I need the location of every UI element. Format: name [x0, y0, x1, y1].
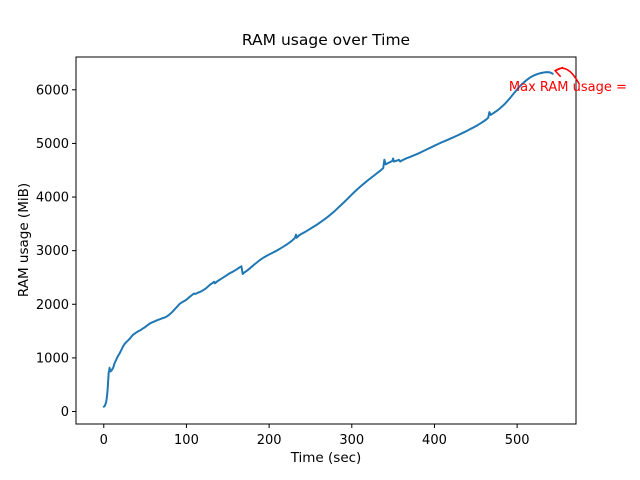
plot-border — [75, 56, 577, 425]
x-tick-label: 0 — [100, 433, 108, 448]
x-tick-label: 100 — [174, 433, 199, 448]
x-tick-label: 500 — [505, 433, 530, 448]
x-axis-label: Time (sec) — [290, 450, 362, 466]
y-tick-label: 0 — [61, 405, 69, 420]
y-axis-label: RAM usage (MiB) — [16, 183, 32, 297]
y-tick-label: 1000 — [36, 351, 69, 366]
max-ram-annotation: Max RAM usage = — [509, 80, 627, 95]
ram-usage-line — [102, 71, 554, 408]
y-tick-label: 6000 — [36, 83, 69, 98]
x-tick-label: 200 — [257, 433, 282, 448]
y-tick-label: 4000 — [36, 191, 69, 206]
y-tick-label: 2000 — [36, 298, 69, 313]
annotation-arrowhead — [553, 66, 564, 78]
x-tick-label: 400 — [422, 433, 447, 448]
y-tick-label: 3000 — [36, 244, 69, 259]
x-tick-label: 300 — [339, 433, 364, 448]
y-tick-label: 5000 — [36, 137, 69, 152]
chart-title: RAM usage over Time — [242, 31, 410, 49]
